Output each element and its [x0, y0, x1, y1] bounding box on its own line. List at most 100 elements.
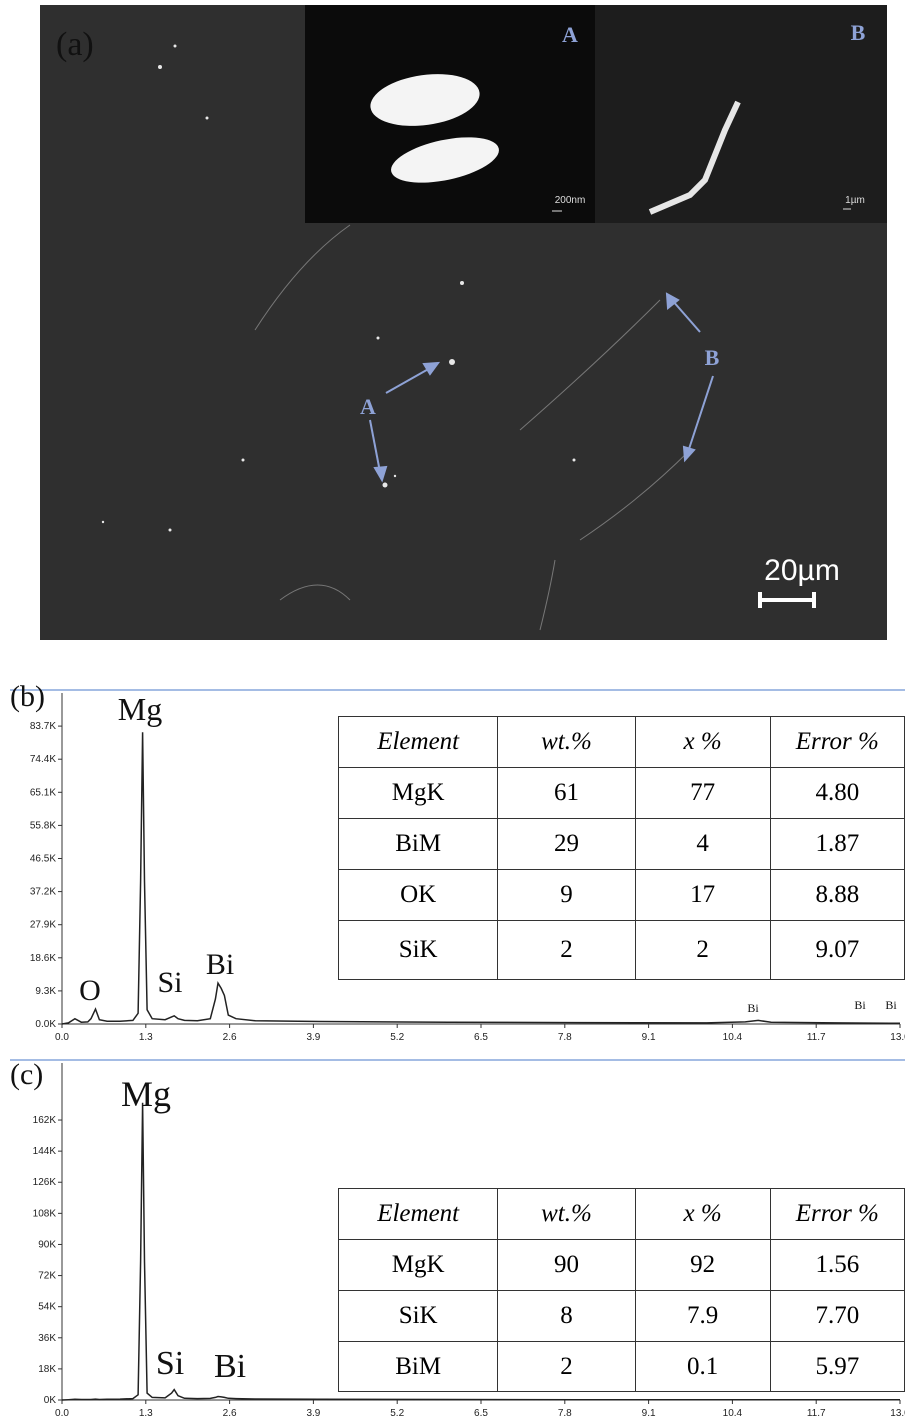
- table-cell: BiM: [339, 1342, 498, 1392]
- table-cell: MgK: [339, 1240, 498, 1291]
- table-cell: 2: [498, 1342, 635, 1392]
- y-tick-label: 90K: [38, 1239, 56, 1250]
- peak-label: Bi: [747, 1001, 759, 1015]
- table-cell: 5.97: [770, 1342, 904, 1392]
- y-tick-label: 54K: [38, 1302, 56, 1313]
- table-cell: 92: [635, 1240, 770, 1291]
- table-cell: 1.56: [770, 1240, 904, 1291]
- table-cell: 17: [635, 870, 770, 921]
- scale-label: 20µm: [764, 554, 840, 587]
- x-tick-label: 2.6: [223, 1032, 237, 1043]
- y-tick-label: 9.3K: [35, 986, 56, 997]
- table-header: Elementwt.%x %Error %: [339, 717, 905, 768]
- arrow-label: A: [360, 394, 376, 419]
- y-tick-label: 108K: [33, 1208, 57, 1219]
- table-cell: 90: [498, 1240, 635, 1291]
- peak-label: O: [79, 974, 101, 1007]
- table-cell: BiM: [339, 819, 498, 870]
- y-tick-label: 74.4K: [30, 754, 56, 765]
- y-tick-label: 65.1K: [30, 787, 56, 798]
- table-cell: x %: [635, 717, 770, 768]
- x-tick-label: 7.8: [558, 1032, 572, 1043]
- x-tick-label: 6.5: [474, 1408, 488, 1419]
- x-tick-label: 5.2: [390, 1408, 404, 1419]
- page: (a) A B 200nm 1µm A B 20µm 0.0K9.3K18.6K…: [0, 0, 905, 1427]
- y-tick-label: 18K: [38, 1364, 56, 1375]
- x-tick-label: 13.0: [890, 1032, 905, 1043]
- y-tick-label: 126K: [33, 1177, 57, 1188]
- peak-label: Si: [156, 1345, 184, 1382]
- y-tick-label: 27.9K: [30, 920, 56, 931]
- table-cell: 2: [498, 921, 635, 980]
- y-tick-label: 55.8K: [30, 820, 56, 831]
- x-tick-label: 13.0: [890, 1408, 905, 1419]
- x-tick-label: 0.0: [55, 1408, 69, 1419]
- x-tick-label: 2.6: [223, 1408, 237, 1419]
- table-cell: 2: [635, 921, 770, 980]
- peak-label: Bi: [214, 1348, 246, 1385]
- y-tick-label: 18.6K: [30, 953, 56, 964]
- table-cell: Error %: [770, 717, 904, 768]
- table-cell: SiK: [339, 921, 498, 980]
- peak-label: Mg: [121, 1074, 171, 1114]
- table-cell: 0.1: [635, 1342, 770, 1392]
- table-row: OK9178.88: [339, 870, 905, 921]
- y-tick-label: 83.7K: [30, 721, 56, 732]
- table-cell: x %: [635, 1189, 770, 1240]
- y-tick-label: 46.5K: [30, 854, 56, 865]
- x-tick-label: 0.0: [55, 1032, 69, 1043]
- y-tick-label: 37.2K: [30, 887, 56, 898]
- y-tick-label: 36K: [38, 1333, 56, 1344]
- table-cell: Error %: [770, 1189, 904, 1240]
- table-cell: 29: [498, 819, 635, 870]
- x-tick-label: 1.3: [139, 1408, 153, 1419]
- x-tick-label: 5.2: [390, 1032, 404, 1043]
- table-cell: 61: [498, 768, 635, 819]
- table-cell: 7.70: [770, 1291, 904, 1342]
- y-tick-label: 72K: [38, 1271, 56, 1282]
- inset-scale-label: 1µm: [845, 195, 865, 206]
- peak-label: Bi: [854, 998, 866, 1012]
- inset-label: A: [562, 22, 578, 47]
- x-tick-label: 10.4: [723, 1032, 743, 1043]
- x-tick-label: 3.9: [306, 1032, 320, 1043]
- x-tick-label: 9.1: [642, 1408, 656, 1419]
- x-tick-label: 10.4: [723, 1408, 743, 1419]
- y-tick-label: 144K: [33, 1146, 57, 1157]
- x-tick-label: 3.9: [306, 1408, 320, 1419]
- table-cell: 1.87: [770, 819, 904, 870]
- inset-b: [595, 5, 887, 223]
- table-cell: OK: [339, 870, 498, 921]
- table-cell: 7.9: [635, 1291, 770, 1342]
- x-tick-label: 6.5: [474, 1032, 488, 1043]
- peak-label: Si: [157, 966, 182, 999]
- y-tick-label: 162K: [33, 1115, 57, 1126]
- table-cell: SiK: [339, 1291, 498, 1342]
- table-cell: wt.%: [498, 717, 635, 768]
- y-tick-label: 0K: [44, 1395, 57, 1406]
- panel-label: (c): [10, 1058, 43, 1091]
- table-cell: 9: [498, 870, 635, 921]
- panel-label: (b): [10, 680, 45, 713]
- x-tick-label: 11.7: [807, 1032, 826, 1043]
- table-cell: 8.88: [770, 870, 904, 921]
- table-cell: Element: [339, 717, 498, 768]
- arrow-label: B: [705, 345, 720, 370]
- peak-label: Bi: [885, 998, 897, 1012]
- peak-label: Mg: [118, 691, 162, 727]
- inset-label: B: [851, 20, 866, 45]
- x-tick-label: 1.3: [139, 1032, 153, 1043]
- x-tick-label: 7.8: [558, 1408, 572, 1419]
- x-tick-label: 9.1: [642, 1032, 656, 1043]
- table-cell: 77: [635, 768, 770, 819]
- peak-label: Bi: [206, 948, 234, 981]
